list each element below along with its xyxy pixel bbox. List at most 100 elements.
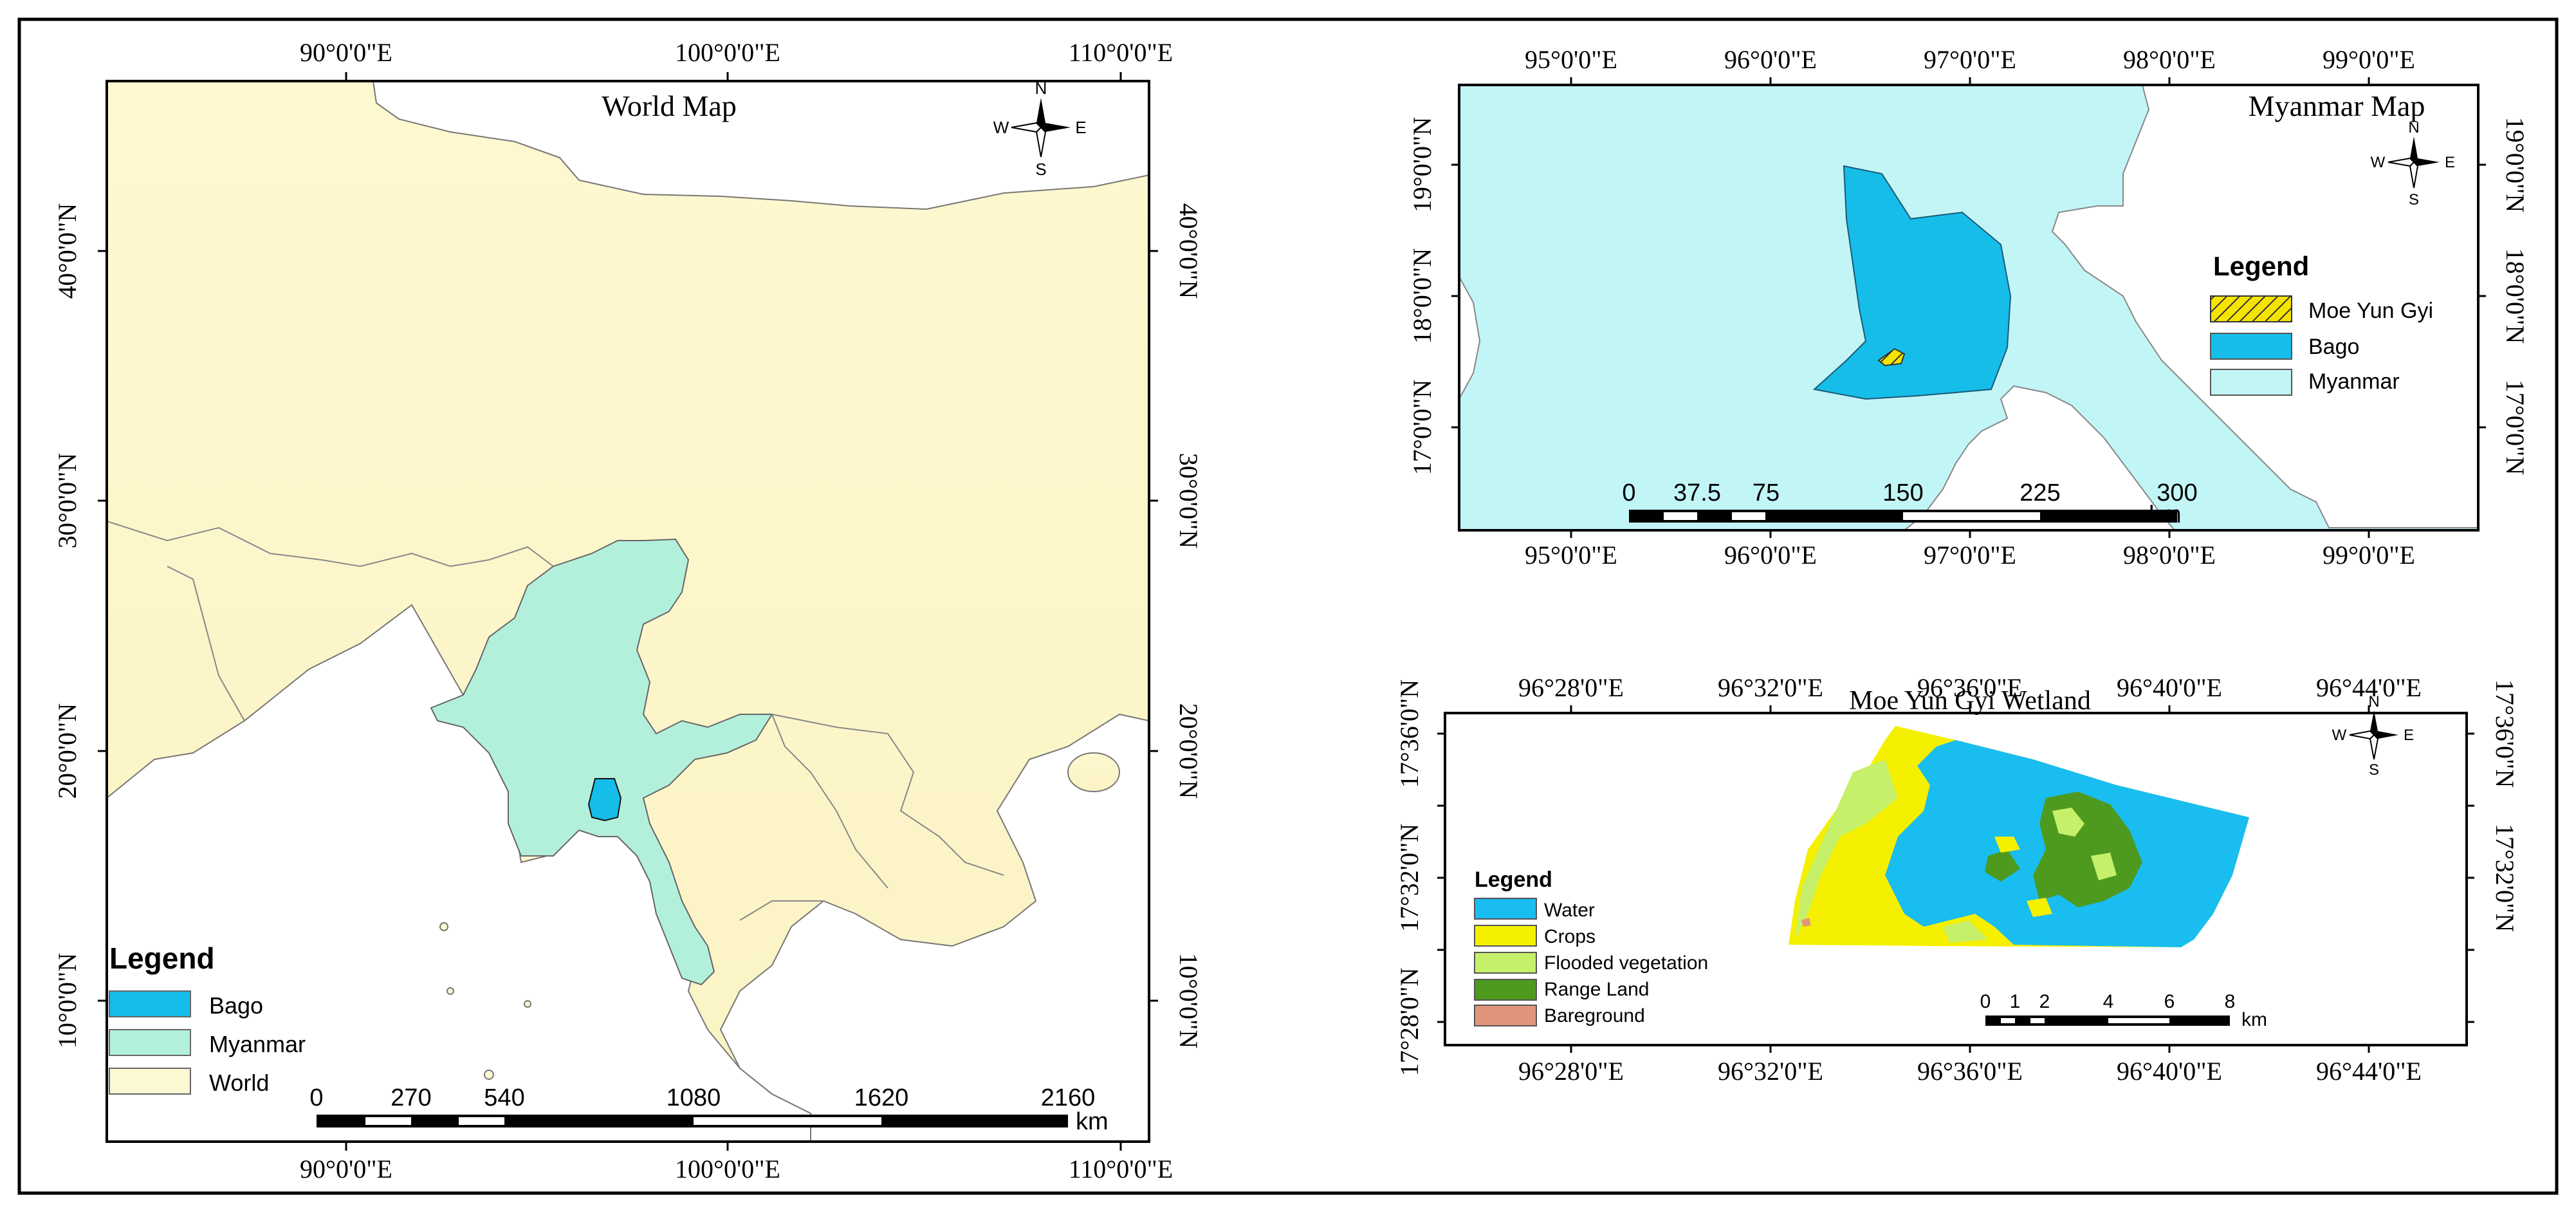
outer-frame [17, 17, 2559, 1195]
world-compass-icon: N S E W [993, 79, 1087, 179]
wetland-lon-label-bottom: 96°36'0"E [1917, 1057, 2023, 1086]
myanmar-map-panel: 95°0'0"E 96°0'0"E 97°0'0"E 98°0'0"E 99°0… [1408, 45, 2530, 570]
world-legend: Legend Bago Myanmar World [109, 941, 306, 1096]
world-island [446, 987, 454, 995]
world-scale-tick: 270 [391, 1084, 431, 1111]
myanmar-legend-swatch-bago [2210, 333, 2292, 360]
myanmar-compass-s: S [2409, 191, 2419, 209]
myanmar-sea-left [1459, 276, 1481, 400]
myanmar-compass-e: E [2445, 154, 2455, 171]
wetland-legend-label: Bareground [1544, 1005, 1645, 1026]
world-scale-tick: 540 [484, 1084, 524, 1111]
wetland-legend-swatch-flooded-vegetation [1474, 952, 1537, 974]
wetland-lon-label-top: 96°40'0"E [2117, 673, 2222, 702]
myanmar-lat-label-left: 17°0'0"N [1408, 380, 1437, 475]
wetland-scale-unit: km [2241, 1009, 2267, 1030]
myanmar-lat-label-right: 17°0'0"N [2501, 380, 2530, 475]
wetland-lat-ticks [1437, 732, 2474, 1023]
myanmar-lat-label-right: 18°0'0"N [2501, 248, 2530, 344]
wetland-map-title: Moe Yun Gyi Wetland [1849, 686, 2091, 716]
world-lat-ticks [98, 250, 1158, 1002]
myanmar-scale-bar: 0 37.5 75 150 225 300 km [1622, 479, 2197, 528]
wetland-legend-label: Flooded vegetation [1544, 952, 1708, 974]
myanmar-lon-label-bottom: 96°0'0"E [1724, 541, 1817, 570]
wetland-legend-swatch-crops [1474, 925, 1537, 947]
wetland-lat-label-left: 17°28'0"N [1395, 968, 1424, 1076]
myanmar-scale-tick: 37.5 [1673, 479, 1721, 506]
world-legend-swatch-world [109, 1068, 191, 1095]
world-bago [587, 778, 622, 822]
myanmar-compass-n: N [2408, 119, 2419, 136]
wetland-scale-tick: 2 [2039, 991, 2050, 1012]
world-lat-label-right: 20°0'0"N [1174, 703, 1203, 799]
myanmar-lat-ticks [1451, 163, 2486, 429]
myanmar-moe-yun-gyi [1877, 348, 1906, 367]
wetland-lon-label-top: 96°28'0"E [1518, 673, 1624, 702]
wetland-lat-label-left: 17°36'0"N [1395, 680, 1424, 788]
world-lon-label-bottom: 90°0'0"E [300, 1155, 392, 1183]
wetland-lat-label-right: 17°36'0"N [2490, 680, 2519, 788]
myanmar-legend: Legend Moe Yun Gyi Bago Myanmar [2210, 251, 2433, 396]
wetland-flooded-vegetation [2052, 808, 2084, 837]
wetland-lon-label-bottom: 96°44'0"E [2316, 1057, 2422, 1086]
myanmar-legend-swatch-moe-yun-gyi [2210, 295, 2292, 322]
myanmar-scale-tick: 0 [1622, 479, 1635, 506]
wetland-lat-label-right: 17°32'0"N [2490, 824, 2519, 932]
myanmar-legend-label: Myanmar [2308, 369, 2400, 394]
wetland-bareground [1801, 918, 1811, 927]
myanmar-legend-title: Legend [2213, 251, 2309, 281]
myanmar-legend-label: Moe Yun Gyi [2308, 299, 2433, 323]
myanmar-scale-tick: 300 [2157, 479, 2197, 506]
myanmar-sea-bottom [1903, 385, 2176, 530]
world-scale-tick: 0 [309, 1084, 323, 1111]
world-lat-label-right: 40°0'0"N [1174, 203, 1203, 299]
world-hainan [1067, 752, 1120, 792]
world-legend-swatch-bago [109, 990, 191, 1017]
world-lon-label-top: 100°0'0"E [675, 38, 780, 67]
wetland-lat-label-left: 17°32'0"N [1395, 824, 1424, 932]
world-scale-tick: 2160 [1041, 1084, 1096, 1111]
world-island [524, 1000, 531, 1008]
myanmar-lon-label-top: 97°0'0"E [1924, 45, 2016, 74]
myanmar-lon-label-bottom: 95°0'0"E [1525, 541, 1617, 570]
world-lat-label-left: 10°0'0"N [53, 953, 82, 1048]
world-lat-label-right: 10°0'0"N [1174, 953, 1203, 1048]
world-south-china-sea [719, 713, 1149, 1142]
wetland-map-frame [1444, 712, 2468, 1046]
wetland-scale-tick: 0 [1980, 991, 1991, 1012]
world-legend-label: Myanmar [209, 1031, 306, 1057]
world-legend-swatch-myanmar [109, 1029, 191, 1056]
world-island [484, 1070, 494, 1080]
wetland-flooded-vegetation [1943, 920, 1988, 943]
world-scale-tick: 1620 [854, 1084, 909, 1111]
world-lat-label-left: 30°0'0"N [53, 453, 82, 548]
wetland-scale-tick: 4 [2103, 991, 2114, 1012]
world-lon-label-top: 110°0'0"E [1069, 38, 1173, 67]
wetland-legend-label: Water [1544, 900, 1595, 921]
world-island [439, 922, 448, 931]
world-lat-label-left: 40°0'0"N [53, 203, 82, 299]
myanmar-map-frame [1458, 84, 2479, 532]
world-country-borders [107, 521, 1004, 921]
wetland-scale-bar: 0 1 2 4 6 8 km [1980, 991, 2267, 1030]
wetland-legend-label: Crops [1544, 926, 1596, 947]
world-lon-label-top: 90°0'0"E [300, 38, 392, 67]
myanmar-lat-label-left: 18°0'0"N [1408, 248, 1437, 344]
myanmar-scale-tick: 150 [1882, 479, 1923, 506]
myanmar-lon-label-bottom: 97°0'0"E [1924, 541, 2016, 570]
myanmar-bago [1812, 165, 2012, 400]
myanmar-lat-label-right: 19°0'0"N [2501, 117, 2530, 212]
world-compass-n: N [1035, 79, 1047, 98]
myanmar-compass-icon: N S E W [2371, 119, 2455, 209]
world-lat-label-left: 20°0'0"N [53, 703, 82, 799]
wetland-scale-tick: 8 [2225, 991, 2236, 1012]
world-legend-title: Legend [109, 941, 215, 975]
wetland-legend-swatch-water [1474, 898, 1537, 920]
myanmar-compass-w: W [2371, 154, 2386, 171]
wetland-legend-swatch-range-land [1474, 979, 1537, 1001]
wetland-lon-label-bottom: 96°28'0"E [1518, 1057, 1624, 1086]
world-myanmar [430, 538, 773, 986]
world-map-frame [106, 80, 1150, 1143]
world-compass-w: W [993, 118, 1009, 137]
